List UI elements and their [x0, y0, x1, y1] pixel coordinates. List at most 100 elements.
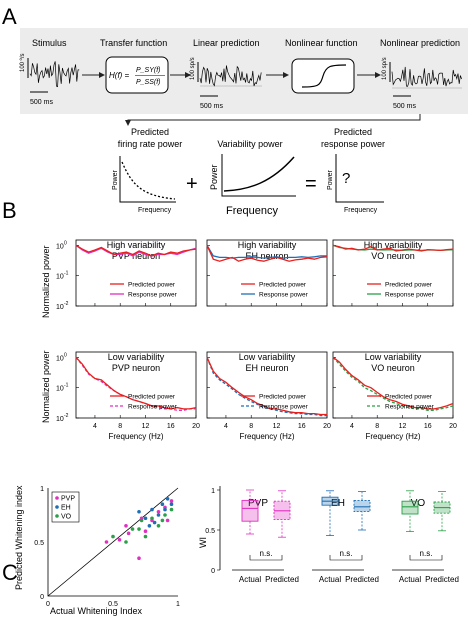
scatter-legend-label: VO	[61, 514, 72, 521]
mini-plot-1-xlabel: Frequency	[138, 207, 172, 214]
psd-predicted-line	[75, 244, 197, 257]
mini-plot-2-xlabel: Frequency	[226, 205, 278, 217]
panel-b-ylabel-bottom: Normalized power	[41, 350, 51, 423]
psd-title-line-2: VO neuron	[371, 363, 415, 373]
scatter-point-eh	[143, 516, 148, 521]
scatter-xtick-label: 0.5	[108, 601, 118, 608]
scatter-ytick-label: 0	[40, 594, 44, 601]
psd-ytick-label: 10	[56, 243, 64, 250]
scatter-legend-label: EH	[61, 505, 71, 512]
psd-ytick-exponent: -1	[64, 271, 69, 277]
psd-xtick-label: 4	[224, 423, 228, 430]
legend-predicted-label: Predicted power	[385, 394, 433, 401]
box-ytick-label: 1	[211, 488, 215, 495]
psd-ytick-exponent: -2	[64, 301, 69, 307]
stage-linear: Linear prediction	[193, 38, 260, 48]
legend-response-label: Response power	[128, 292, 178, 299]
psd-plot-frame	[332, 351, 454, 419]
scatter-point-pvp	[126, 531, 131, 536]
scatter-point-vo	[124, 540, 128, 544]
scatter-xlabel: Actual Whitening Index	[50, 606, 143, 616]
mini-plot-3-ylabel: Power	[327, 169, 334, 190]
box-xtick-label: Predicted	[345, 575, 379, 584]
psd-xtick-label: 8	[249, 423, 253, 430]
scatter-xtick-label: 1	[176, 601, 180, 608]
scatter-point-vo	[130, 527, 135, 531]
legend-predicted-label: Predicted power	[259, 394, 307, 401]
pipeline-box	[20, 28, 468, 114]
psd-xtick-label: 8	[118, 423, 122, 430]
ns-label: n.s.	[260, 549, 273, 558]
scatter-point-pvp	[165, 518, 170, 523]
box-xtick-label: Predicted	[265, 575, 299, 584]
scatter-point-vo	[143, 534, 148, 539]
scatter-plot: 00 0.5 0.5 1 1 PVP EH VO	[34, 486, 180, 608]
psd-title-line-2: PVP neuron	[112, 363, 160, 373]
psd-ytick-exponent: 0	[64, 240, 67, 246]
psd-title-line-2: EH neuron	[245, 363, 288, 373]
psd-xtick-label: 12	[399, 423, 407, 430]
ns-label: n.s.	[340, 549, 353, 558]
psd-title-line-2: EH neuron	[245, 251, 288, 261]
psd-plot-frame	[75, 351, 197, 419]
pred-power-title-2: firing rate power	[118, 139, 183, 149]
psd-xlabel: Frequency (Hz)	[365, 432, 420, 441]
psd-xtick-label: 20	[323, 423, 331, 430]
psd-ytick-exponent: 0	[64, 352, 67, 358]
scatter-point-vo	[139, 518, 144, 523]
psd-plot-frame	[75, 239, 197, 307]
psd-predicted-line	[206, 357, 327, 416]
box-ylabel: WI	[198, 537, 208, 548]
scatter-point-eh	[160, 502, 165, 507]
legend-predicted-label: Predicted power	[128, 394, 176, 401]
psd-xlabel: Frequency (Hz)	[108, 432, 163, 441]
psd-plot-frame	[206, 239, 328, 307]
legend-response-label: Response power	[128, 404, 178, 411]
psd-xtick-label: 12	[142, 423, 150, 430]
psd-xtick-label: 16	[167, 423, 175, 430]
psd-ytick-label: 10	[56, 355, 64, 362]
box-xtick-label: Actual	[319, 575, 341, 584]
scatter-point-eh	[156, 513, 161, 517]
panel-b: B Normalized power Normalized power 10 01…	[2, 198, 457, 441]
legend-response-label: Response power	[385, 292, 435, 299]
scatter-point-pvp	[124, 524, 128, 528]
transfer-function-box	[105, 56, 169, 94]
psd-predicted-line	[332, 356, 454, 410]
scatter-point-eh	[137, 509, 141, 514]
psd-title-line-1: Low variability	[365, 352, 422, 362]
stim-unit-label: 100 º/s	[19, 53, 26, 72]
scatter-point-eh	[165, 497, 170, 501]
formula-denominator: P_SS(f)	[136, 79, 161, 86]
scatter-legend-label: PVP	[61, 496, 75, 503]
psd-xtick-label: 12	[273, 423, 281, 430]
scatter-legend-dot	[55, 496, 59, 500]
mini-plot-1-ylabel: Power	[112, 169, 119, 190]
box-iqr	[353, 499, 371, 513]
scatter-point-pvp	[137, 556, 141, 560]
psd-response-line	[206, 357, 327, 417]
scatter-point-vo	[150, 516, 154, 521]
ns-bracket	[409, 555, 443, 561]
psd-response-line	[332, 356, 454, 411]
scatter-legend-dot	[55, 505, 59, 509]
scatter-ytick-label: 0.5	[34, 540, 44, 547]
response-power-title-1: Predicted	[334, 127, 372, 137]
formula-lhs: H(f) =	[109, 71, 130, 80]
psd-title-line-1: Low variability	[239, 352, 296, 362]
psd-xlabel: Frequency (Hz)	[239, 432, 294, 441]
pred-power-title-1: Predicted	[131, 127, 169, 137]
scatter-point-vo	[163, 513, 167, 517]
psd-ytick-exponent: -1	[64, 383, 69, 389]
psd-plot-6: 4 8 12 16 20 Frequency (Hz) Low variabilityVO …	[332, 351, 457, 441]
scatter-point-eh	[169, 502, 174, 507]
psd-title-line-1: High variability	[107, 240, 166, 250]
box-iqr	[401, 500, 419, 515]
mini-plot-2-axes	[221, 154, 296, 197]
variability-title: Variability power	[217, 139, 282, 149]
